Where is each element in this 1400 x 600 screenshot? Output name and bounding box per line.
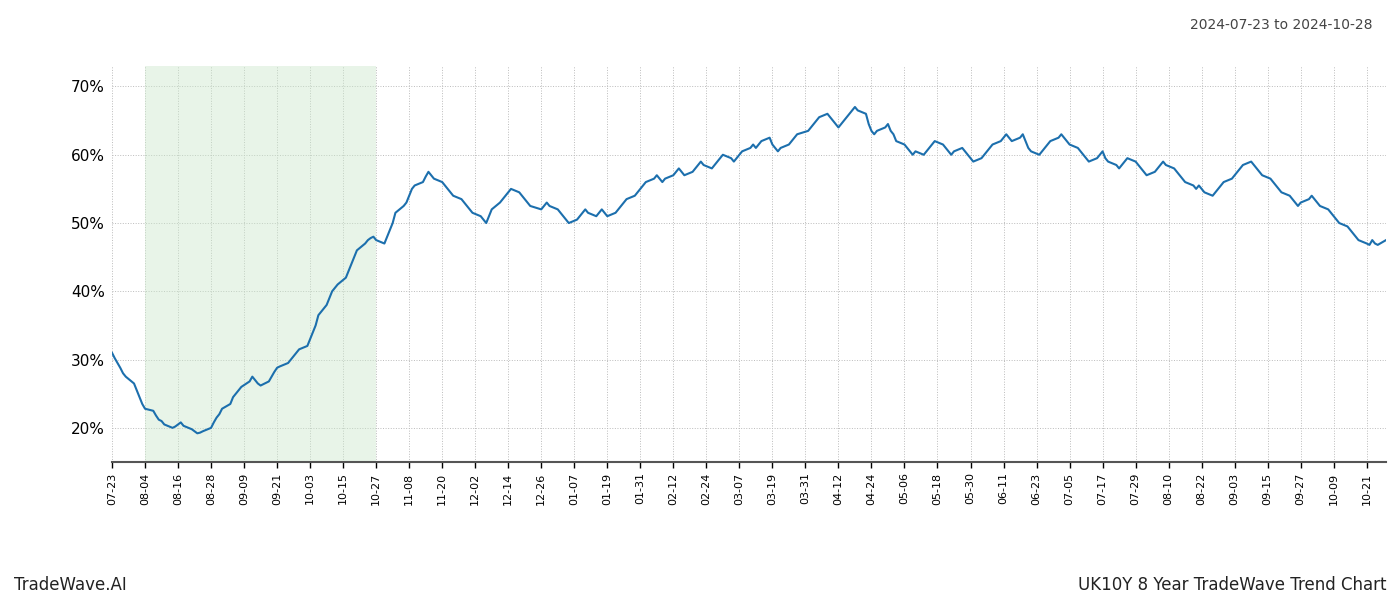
Text: 2024-07-23 to 2024-10-28: 2024-07-23 to 2024-10-28 (1190, 18, 1372, 32)
Bar (146, 66, 377, 462)
Text: TradeWave.AI: TradeWave.AI (14, 576, 127, 594)
Text: UK10Y 8 Year TradeWave Trend Chart: UK10Y 8 Year TradeWave Trend Chart (1078, 576, 1386, 594)
